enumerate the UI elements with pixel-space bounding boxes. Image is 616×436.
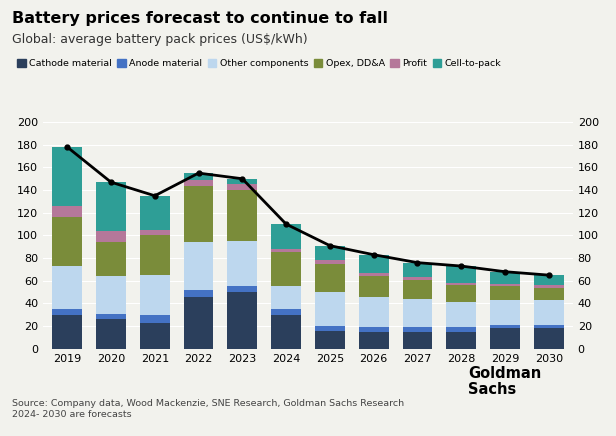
Bar bbox=[140, 230, 169, 235]
Bar bbox=[403, 327, 432, 332]
Bar bbox=[271, 286, 301, 309]
Bar bbox=[140, 235, 169, 275]
Bar bbox=[447, 302, 476, 327]
Bar bbox=[227, 292, 257, 349]
Bar bbox=[534, 325, 564, 328]
Bar bbox=[490, 286, 520, 300]
Bar bbox=[403, 262, 432, 277]
Bar bbox=[447, 332, 476, 349]
Bar bbox=[534, 288, 564, 300]
Bar bbox=[96, 182, 126, 231]
Bar bbox=[96, 242, 126, 276]
Bar bbox=[271, 252, 301, 286]
Bar bbox=[227, 241, 257, 286]
Bar bbox=[490, 272, 520, 284]
Bar bbox=[52, 315, 82, 349]
Text: Goldman
Sachs: Goldman Sachs bbox=[468, 365, 541, 397]
Bar bbox=[184, 290, 213, 296]
Bar bbox=[52, 217, 82, 266]
Bar bbox=[184, 173, 213, 180]
Bar bbox=[403, 332, 432, 349]
Text: Battery prices forecast to continue to fall: Battery prices forecast to continue to f… bbox=[12, 11, 388, 26]
Bar bbox=[96, 313, 126, 319]
Bar bbox=[359, 255, 389, 273]
Bar bbox=[271, 315, 301, 349]
Bar bbox=[403, 279, 432, 299]
Bar bbox=[96, 231, 126, 242]
Bar bbox=[140, 315, 169, 323]
Bar bbox=[52, 147, 82, 206]
Bar bbox=[315, 260, 345, 264]
Bar bbox=[140, 275, 169, 315]
Bar bbox=[271, 224, 301, 249]
Bar bbox=[359, 296, 389, 327]
Bar bbox=[359, 327, 389, 332]
Bar bbox=[315, 330, 345, 349]
Bar bbox=[403, 277, 432, 279]
Bar bbox=[534, 275, 564, 285]
Bar bbox=[96, 319, 126, 349]
Bar bbox=[227, 184, 257, 190]
Bar bbox=[359, 332, 389, 349]
Bar bbox=[96, 276, 126, 313]
Bar bbox=[534, 328, 564, 349]
Bar bbox=[447, 327, 476, 332]
Bar bbox=[227, 286, 257, 292]
Bar bbox=[227, 190, 257, 241]
Bar bbox=[490, 325, 520, 328]
Bar bbox=[184, 180, 213, 186]
Bar bbox=[315, 264, 345, 292]
Bar bbox=[52, 309, 82, 315]
Bar bbox=[359, 276, 389, 296]
Legend: Cathode material, Anode material, Other components, Opex, DD&A, Profit, Cell-to-: Cathode material, Anode material, Other … bbox=[17, 59, 501, 68]
Bar bbox=[184, 186, 213, 242]
Text: Global: average battery pack prices (US$/kWh): Global: average battery pack prices (US$… bbox=[12, 33, 308, 46]
Bar bbox=[271, 249, 301, 252]
Text: Source: Company data, Wood Mackenzie, SNE Research, Goldman Sachs Research
2024-: Source: Company data, Wood Mackenzie, SN… bbox=[12, 399, 405, 419]
Bar bbox=[447, 283, 476, 285]
Bar bbox=[447, 266, 476, 283]
Bar bbox=[227, 179, 257, 184]
Bar bbox=[315, 326, 345, 330]
Bar bbox=[315, 245, 345, 260]
Bar bbox=[447, 285, 476, 302]
Bar bbox=[184, 242, 213, 290]
Bar bbox=[534, 300, 564, 325]
Bar bbox=[359, 273, 389, 276]
Bar bbox=[490, 284, 520, 286]
Bar bbox=[271, 309, 301, 315]
Bar bbox=[184, 296, 213, 349]
Bar bbox=[140, 196, 169, 230]
Bar bbox=[315, 292, 345, 326]
Bar bbox=[490, 300, 520, 325]
Bar bbox=[52, 266, 82, 309]
Bar bbox=[534, 285, 564, 288]
Bar bbox=[490, 328, 520, 349]
Bar bbox=[403, 299, 432, 327]
Bar bbox=[140, 323, 169, 349]
Bar bbox=[52, 206, 82, 217]
